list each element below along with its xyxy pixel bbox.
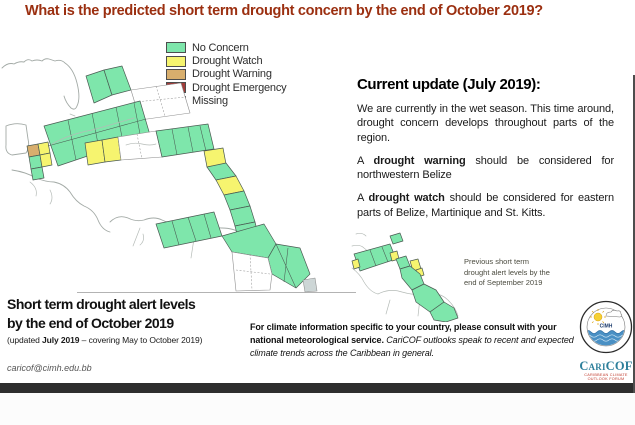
map-cell [302, 277, 318, 293]
interior-borders [132, 227, 236, 265]
below-bar-area [0, 393, 635, 425]
seal-center-text: CIMH [600, 324, 613, 330]
cell-dividers [275, 243, 297, 289]
bottom-divider-bar [0, 383, 635, 393]
previous-map-caption: Previous short term drought alert levels… [464, 257, 550, 287]
text-segment: – covering May to October 2019) [79, 334, 203, 345]
previous-drought-map [351, 232, 459, 322]
caricof-wordmark: CariCOF [579, 359, 633, 373]
cuba-coast [51, 117, 135, 145]
update-heading: Current update (July 2019): [357, 76, 541, 93]
disclaimer-italic-text: CariCOF outlooks speak to recent and exp… [250, 335, 574, 359]
map-title-block: Short term drought alert levels by the e… [7, 295, 247, 345]
map-title: Short term drought alert levels by the e… [7, 295, 247, 333]
drought-cells [351, 232, 459, 322]
drought-watch-swatch [166, 55, 186, 67]
right-edge-line [633, 75, 635, 393]
map-cell [155, 211, 223, 249]
text-segment-bold: drought warning [373, 154, 466, 167]
map-cell [429, 301, 459, 322]
map-title-line1: Short term drought alert levels [7, 296, 196, 312]
legend-item-no-concern: No Concern [166, 41, 286, 54]
legend-item-drought-watch: Drought Watch [166, 54, 286, 67]
hispaniola-coast [125, 142, 157, 146]
update-paragraph: A drought warning should be considered f… [357, 154, 614, 183]
cell-dividers [47, 102, 147, 161]
legend-label: No Concern [192, 41, 249, 54]
cloud-icon [605, 309, 623, 318]
map-cell [155, 123, 215, 158]
legend-label: Drought Warning [192, 68, 272, 81]
cell-dividers [136, 133, 143, 160]
legend-label: Drought Watch [192, 55, 263, 68]
disclaimer-text: For climate information specific to your… [250, 321, 574, 360]
caricof-logo: CIMH CariCOF CARIBBEAN CLIMATE OUTLOOK F… [578, 300, 634, 382]
honduras-coast [29, 181, 53, 205]
text-segment: should be considered for northwestern Be… [357, 154, 615, 182]
update-paragraph: We are currently in the wet season. This… [357, 103, 614, 144]
yucatan-coast [5, 123, 30, 156]
watch-cell [84, 139, 106, 166]
cell-dividers [171, 125, 207, 156]
legend-label: Drought Emergency [192, 81, 287, 94]
current-update-panel: Current update (July 2019): We are curre… [357, 76, 614, 229]
drought-cells [26, 65, 318, 293]
map-subtitle: (updated July 2019 – covering May to Oct… [7, 335, 247, 345]
map-cell [389, 232, 404, 245]
cell-dividers [235, 253, 271, 291]
missing-cell [231, 251, 273, 292]
contact-email: caricof@cimh.edu.bb [7, 363, 92, 373]
cell-dividers [171, 213, 212, 246]
sun-icon [590, 309, 606, 325]
disclaimer-bold-text: For climate information specific to your… [250, 322, 557, 346]
text-segment: A [357, 154, 374, 167]
cell-dividers [369, 246, 389, 267]
update-paragraph: A drought watch should be considered for… [357, 191, 614, 220]
watch-cell [101, 136, 122, 163]
central-america-coast [11, 169, 111, 233]
caricof-tagline: CARIBBEAN CLIMATE OUTLOOK FORUM [584, 372, 628, 382]
page-title: What is the predicted short term drought… [25, 3, 543, 19]
map-cell [30, 166, 45, 181]
text-segment: (updated [7, 334, 43, 345]
text-segment-bold: drought watch [368, 192, 445, 205]
map-title-line2: by the end of October 2019 [7, 314, 174, 331]
florida-coast [1, 58, 80, 110]
text-segment: A [357, 192, 369, 205]
no-concern-swatch [166, 42, 186, 54]
legend-label: Missing [192, 95, 228, 108]
text-segment: should be considered for eastern parts o… [357, 192, 614, 219]
cimh-seal: CIMH [579, 300, 633, 354]
cell-dividers [134, 85, 187, 117]
watch-cell [351, 258, 361, 270]
legend-item-drought-warning: Drought Warning [166, 68, 286, 81]
main-drought-map [1, 58, 356, 293]
drought-warning-swatch [166, 68, 186, 80]
text-segment-bold: July 2019 [42, 334, 80, 345]
belize-watch-cell [39, 152, 53, 168]
